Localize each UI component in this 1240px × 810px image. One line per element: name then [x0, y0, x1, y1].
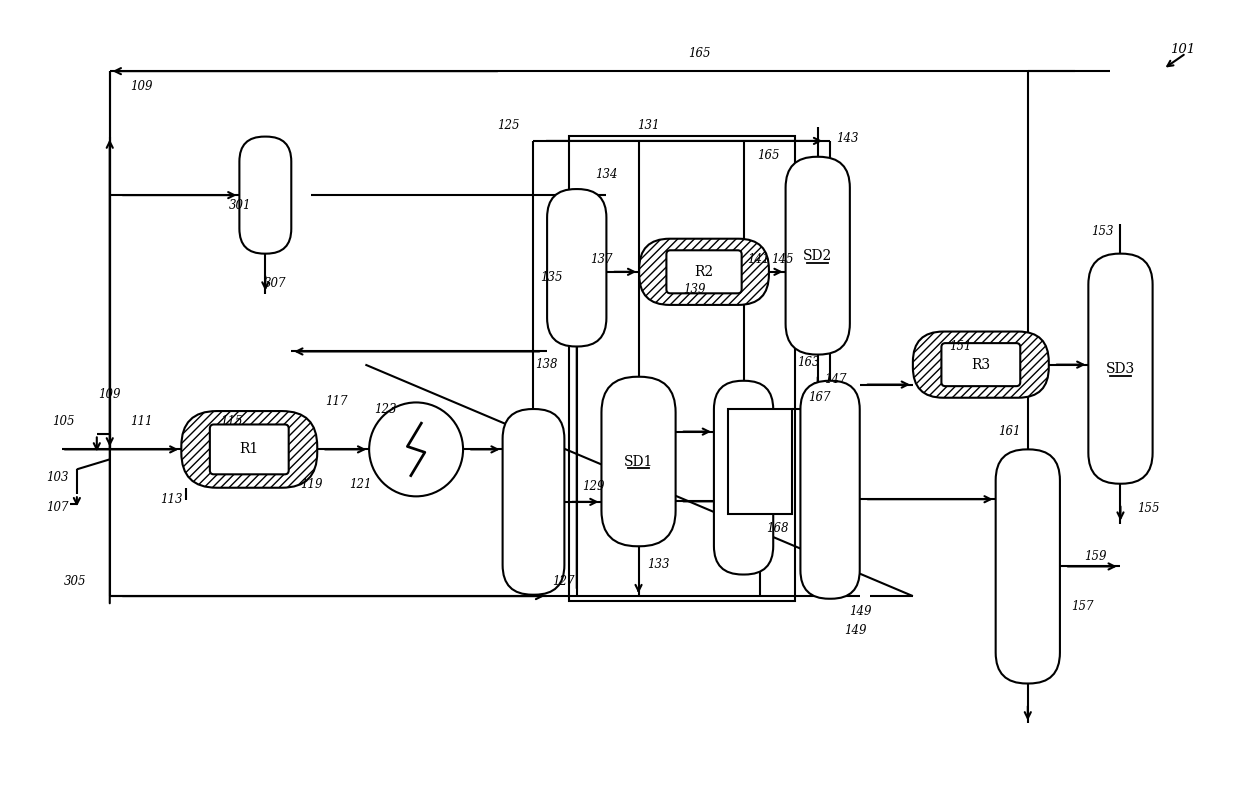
- Text: 115: 115: [219, 415, 243, 428]
- Text: 121: 121: [350, 478, 372, 491]
- Text: 149: 149: [843, 625, 867, 637]
- FancyBboxPatch shape: [210, 424, 289, 475]
- Text: SD1: SD1: [624, 454, 653, 468]
- Bar: [728, 409, 792, 514]
- Text: 105: 105: [52, 415, 76, 428]
- Text: 165: 165: [758, 149, 780, 162]
- Text: 137: 137: [590, 254, 613, 266]
- Text: 117: 117: [325, 395, 347, 408]
- Text: 125: 125: [497, 119, 520, 133]
- FancyBboxPatch shape: [547, 189, 606, 347]
- FancyBboxPatch shape: [239, 137, 291, 254]
- Text: R1: R1: [239, 442, 259, 456]
- Text: 305: 305: [63, 574, 86, 587]
- Circle shape: [370, 403, 463, 497]
- FancyBboxPatch shape: [639, 239, 769, 305]
- Text: 157: 157: [1071, 600, 1094, 613]
- FancyBboxPatch shape: [800, 381, 859, 599]
- FancyBboxPatch shape: [502, 409, 564, 595]
- Text: 109: 109: [130, 79, 153, 92]
- Text: 123: 123: [374, 403, 397, 416]
- Text: 155: 155: [1137, 502, 1159, 515]
- FancyBboxPatch shape: [786, 157, 849, 355]
- Text: SD2: SD2: [804, 249, 832, 262]
- Text: 147: 147: [825, 373, 847, 386]
- Text: 109: 109: [98, 388, 122, 401]
- FancyBboxPatch shape: [714, 381, 774, 574]
- Text: 168: 168: [766, 522, 789, 535]
- FancyBboxPatch shape: [941, 343, 1021, 386]
- Text: 167: 167: [808, 390, 831, 403]
- Text: 138: 138: [536, 358, 558, 371]
- Text: 107: 107: [46, 501, 68, 514]
- Text: R3: R3: [971, 358, 991, 372]
- Text: 163: 163: [797, 356, 820, 369]
- Bar: [569, 136, 795, 601]
- Text: 103: 103: [46, 471, 68, 484]
- Text: 143: 143: [836, 132, 859, 145]
- Text: 145: 145: [771, 254, 794, 266]
- FancyBboxPatch shape: [601, 377, 676, 546]
- Text: 151: 151: [950, 340, 972, 353]
- FancyBboxPatch shape: [181, 411, 317, 488]
- Text: 161: 161: [998, 425, 1021, 438]
- Text: 134: 134: [595, 168, 618, 181]
- Text: 129: 129: [582, 480, 605, 493]
- Text: R2: R2: [694, 265, 713, 279]
- Text: 153: 153: [1091, 225, 1114, 238]
- Text: 141: 141: [748, 254, 770, 266]
- FancyBboxPatch shape: [1089, 254, 1153, 484]
- Text: 101: 101: [1171, 43, 1195, 56]
- Text: 301: 301: [229, 198, 252, 211]
- Text: 127: 127: [552, 574, 574, 587]
- Text: 119: 119: [300, 478, 322, 491]
- FancyBboxPatch shape: [666, 250, 742, 293]
- Text: 135: 135: [541, 271, 563, 284]
- Text: SD3: SD3: [1106, 362, 1135, 376]
- Text: 131: 131: [637, 119, 660, 133]
- Text: 111: 111: [130, 415, 153, 428]
- FancyBboxPatch shape: [913, 331, 1049, 398]
- Text: 149: 149: [848, 604, 872, 617]
- Text: 139: 139: [683, 284, 706, 296]
- Text: 159: 159: [1084, 550, 1107, 563]
- Text: 133: 133: [647, 558, 670, 571]
- Text: 307: 307: [264, 277, 286, 290]
- FancyBboxPatch shape: [996, 450, 1060, 684]
- Text: 165: 165: [688, 47, 711, 60]
- Text: 113: 113: [160, 492, 182, 505]
